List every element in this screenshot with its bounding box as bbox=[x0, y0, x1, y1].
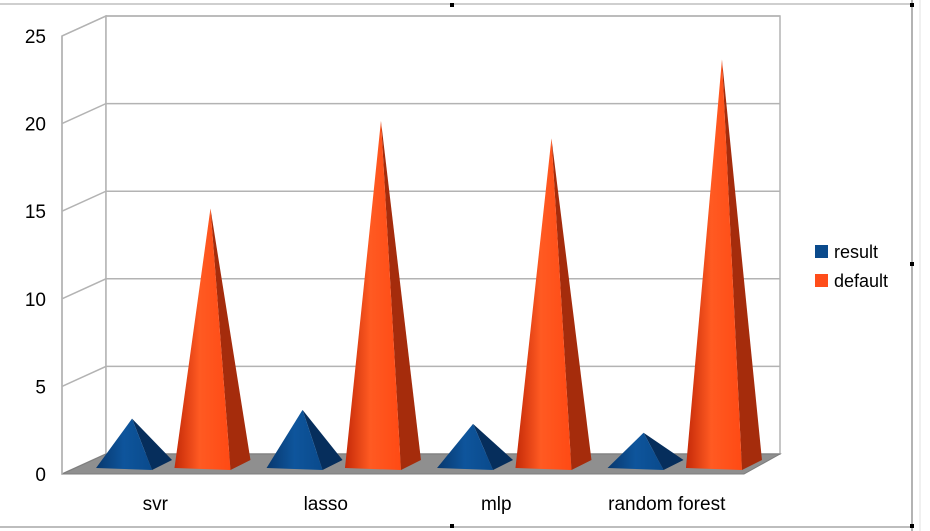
pyramid-side-face bbox=[643, 432, 684, 470]
pyramid-front-face bbox=[344, 120, 401, 470]
plot-walls bbox=[61, 14, 781, 476]
pyramid-front-face bbox=[685, 59, 742, 471]
pyramid-front-face bbox=[437, 423, 494, 470]
pyramid-side-face bbox=[473, 423, 514, 470]
category-label: svr bbox=[143, 494, 169, 515]
pyramid-front-face bbox=[96, 418, 153, 470]
category-label: mlp bbox=[481, 494, 512, 515]
y-tick-label: 0 bbox=[35, 465, 46, 486]
category-label: lasso bbox=[304, 494, 348, 515]
pyramid-default-lasso bbox=[344, 120, 421, 470]
pyramid-front-face bbox=[174, 208, 231, 470]
legend-swatch-result bbox=[815, 245, 828, 258]
y-tick-label: 15 bbox=[25, 202, 46, 223]
pyramid-side-face bbox=[380, 120, 421, 470]
pyramid-default-random-forest bbox=[685, 59, 762, 471]
legend-label-default: default bbox=[834, 271, 888, 291]
pyramid-front-face bbox=[607, 432, 664, 470]
pyramid-bars bbox=[96, 59, 762, 471]
y-tick-label: 10 bbox=[25, 290, 46, 311]
category-labels: svr lasso mlp random forest bbox=[143, 494, 726, 515]
side-wall bbox=[61, 14, 107, 476]
legend-swatch-default bbox=[815, 274, 828, 287]
pyramid-result-mlp bbox=[437, 423, 514, 470]
pyramid-front-face bbox=[266, 409, 323, 470]
pyramid-result-svr bbox=[96, 418, 173, 470]
legend: result default bbox=[815, 242, 888, 291]
y-tick-label: 25 bbox=[25, 27, 46, 48]
pyramid-side-face bbox=[551, 138, 592, 471]
gridline bbox=[61, 15, 780, 37]
y-tick-labels: 0 5 10 15 20 25 bbox=[25, 27, 46, 486]
y-tick-label: 5 bbox=[35, 377, 46, 398]
pyramid-default-svr bbox=[174, 208, 251, 470]
pyramid-result-random-forest bbox=[607, 432, 684, 470]
pyramid-side-face bbox=[302, 409, 343, 470]
pyramid-front-face bbox=[515, 138, 572, 471]
pyramid-default-mlp bbox=[515, 138, 592, 471]
y-tick-label: 20 bbox=[25, 115, 46, 136]
category-label: random forest bbox=[608, 494, 726, 515]
pyramid-side-face bbox=[132, 418, 173, 470]
pyramid-result-lasso bbox=[266, 409, 343, 470]
pyramid-side-face bbox=[721, 59, 762, 471]
legend-label-result: result bbox=[834, 242, 878, 262]
pyramid-side-face bbox=[210, 208, 251, 470]
gridline bbox=[61, 102, 780, 125]
